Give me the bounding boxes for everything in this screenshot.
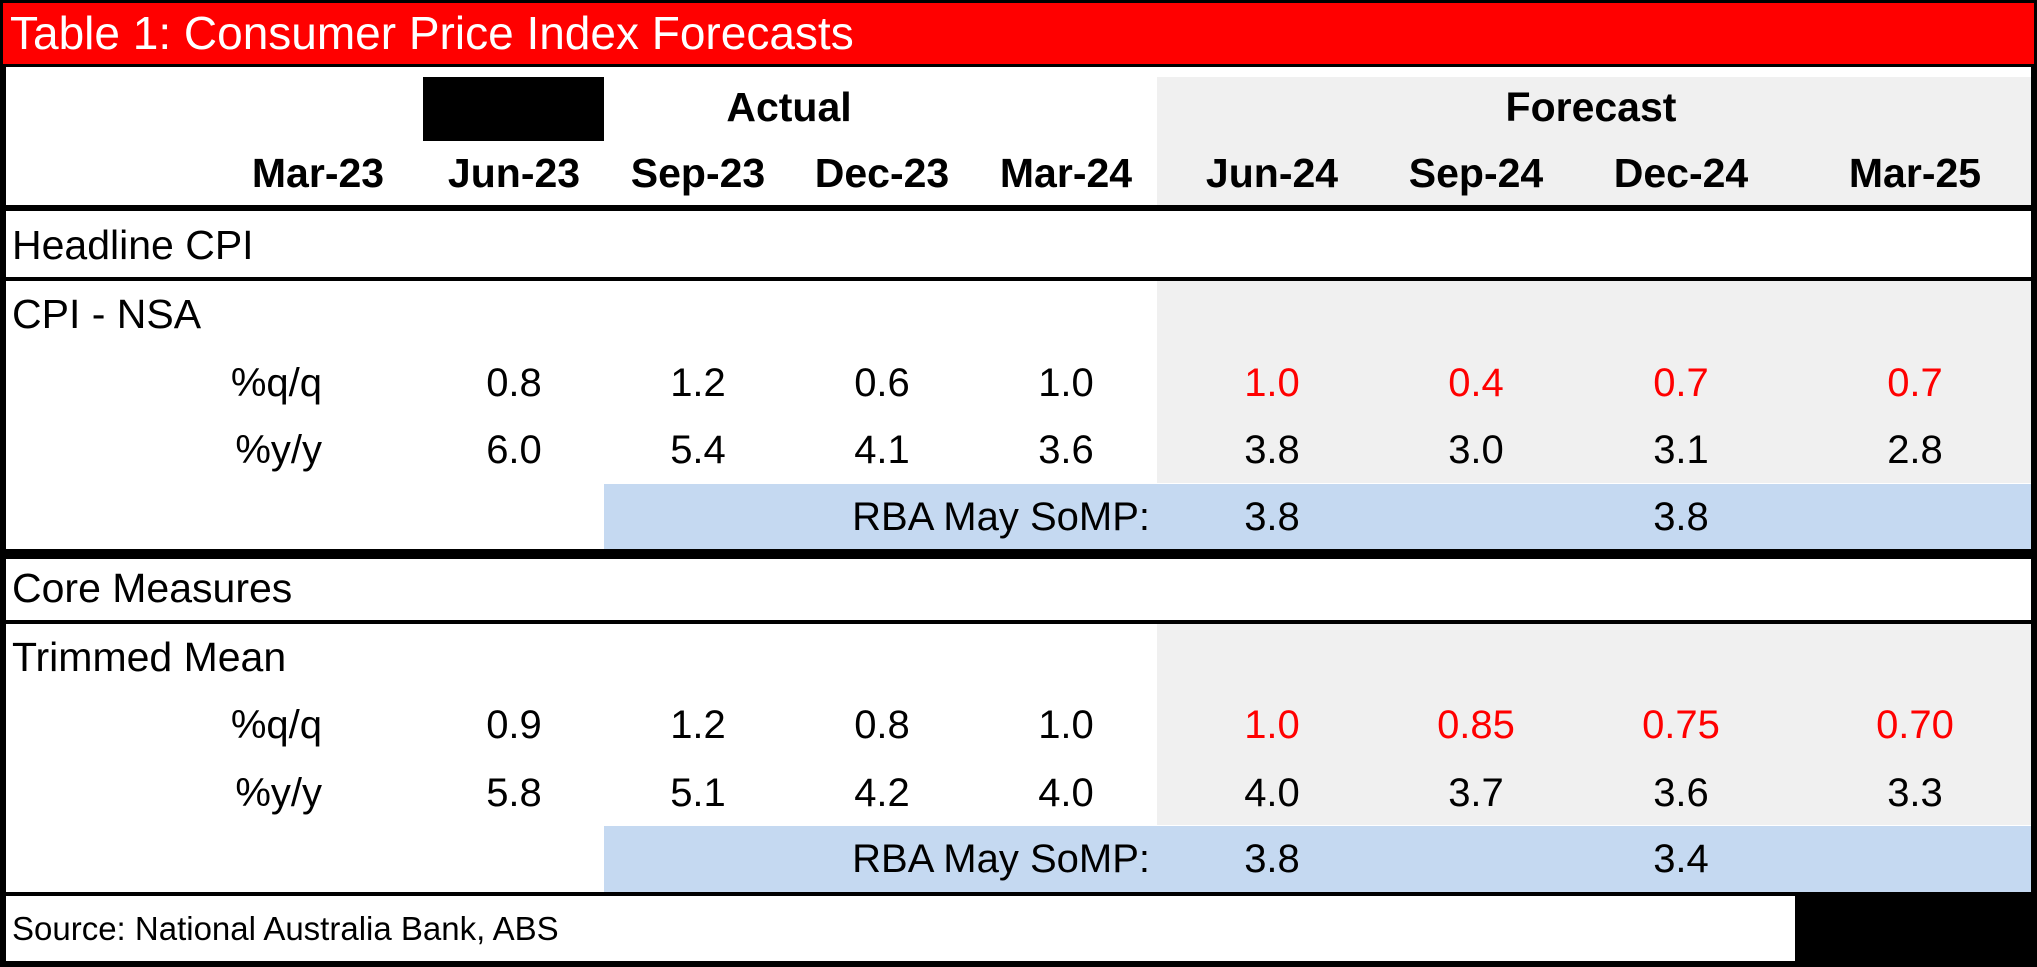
rule-under-core-measures xyxy=(0,620,2037,624)
table-cell: 1.2 xyxy=(670,703,726,747)
table-cell: 0.6 xyxy=(854,361,910,405)
table-cell: 3.6 xyxy=(1653,771,1709,815)
table-cell: 0.7 xyxy=(1887,361,1943,405)
table-cell: 0.70 xyxy=(1876,703,1954,747)
table-cell: 6.0 xyxy=(486,428,542,472)
table-cell: 3.3 xyxy=(1887,771,1943,815)
rule-under-header xyxy=(0,205,2037,211)
table-cell: 1.0 xyxy=(1244,361,1300,405)
rule-section-break xyxy=(0,549,2037,559)
footer-black-block xyxy=(1795,895,2037,967)
rule-bottom xyxy=(0,961,2037,967)
section-heading: Core Measures xyxy=(12,565,293,611)
measure-label: CPI - NSA xyxy=(12,291,202,337)
rule-above-source xyxy=(0,892,2037,896)
rba-value-dec-24: 3.8 xyxy=(1653,495,1709,539)
table-cell: 5.4 xyxy=(670,428,726,472)
table-cell: 4.1 xyxy=(854,428,910,472)
column-header: Dec-24 xyxy=(1613,150,1749,196)
forecast-shade-header xyxy=(1157,77,2031,205)
forecast-shade-headline xyxy=(1157,281,2031,483)
table-cell: 3.1 xyxy=(1653,428,1709,472)
rba-label: RBA May SoMP: xyxy=(852,495,1150,539)
source-note: Source: National Australia Bank, ABS xyxy=(12,910,559,947)
column-header: Sep-24 xyxy=(1408,150,1544,196)
table-cell: 1.0 xyxy=(1038,361,1094,405)
title-bar xyxy=(0,0,2037,67)
table-cell: 4.0 xyxy=(1038,771,1094,815)
table-cell: 5.8 xyxy=(486,771,542,815)
table-cell: 1.0 xyxy=(1038,703,1094,747)
table-cell: 0.75 xyxy=(1642,703,1720,747)
table-cell: 1.2 xyxy=(670,361,726,405)
border-left xyxy=(0,67,6,967)
table-cell: 0.7 xyxy=(1653,361,1709,405)
column-header: Jun-24 xyxy=(1205,150,1339,196)
rule-under-headline-cpi xyxy=(0,277,2037,281)
group-label-actual: Actual xyxy=(726,84,852,130)
column-header: Mar-23 xyxy=(251,150,385,196)
border-right xyxy=(2031,67,2037,967)
table-cell: 5.1 xyxy=(670,771,726,815)
row-label: %y/y xyxy=(235,428,322,472)
rba-value-jun-24: 3.8 xyxy=(1244,495,1300,539)
rba-label: RBA May SoMP: xyxy=(852,837,1150,881)
forecast-shade-core xyxy=(1157,623,2031,825)
table-cell: 4.0 xyxy=(1244,771,1300,815)
table-cell: 0.4 xyxy=(1448,361,1504,405)
column-header: Mar-24 xyxy=(999,150,1133,196)
table-cell: 4.2 xyxy=(854,771,910,815)
table-cell: 2.8 xyxy=(1887,428,1943,472)
row-label: %y/y xyxy=(235,771,322,815)
section-heading: Headline CPI xyxy=(12,222,254,268)
row-label: %q/q xyxy=(230,703,322,747)
table-cell: 0.85 xyxy=(1437,703,1515,747)
column-header: Dec-23 xyxy=(814,150,950,196)
table-cell: 0.9 xyxy=(486,703,542,747)
rba-value-jun-24: 3.8 xyxy=(1244,837,1300,881)
rba-value-dec-24: 3.4 xyxy=(1653,837,1709,881)
row-label: %q/q xyxy=(230,361,322,405)
rba-shade-core xyxy=(604,826,2031,892)
measure-label: Trimmed Mean xyxy=(12,634,287,680)
table-cell: 3.7 xyxy=(1448,771,1504,815)
table-cell: 3.8 xyxy=(1244,428,1300,472)
table-cell: 1.0 xyxy=(1244,703,1300,747)
header-black-block xyxy=(423,77,604,141)
rba-shade-headline xyxy=(604,484,2031,549)
column-header: Jun-23 xyxy=(447,150,581,196)
table-cell: 3.6 xyxy=(1038,428,1094,472)
table-cell: 3.0 xyxy=(1448,428,1504,472)
table-title: Table 1: Consumer Price Index Forecasts xyxy=(10,7,854,59)
column-header: Sep-23 xyxy=(630,150,766,196)
column-header: Mar-25 xyxy=(1848,150,1982,196)
table-cell: 0.8 xyxy=(486,361,542,405)
group-label-forecast: Forecast xyxy=(1505,84,1677,130)
table-cell: 0.8 xyxy=(854,703,910,747)
